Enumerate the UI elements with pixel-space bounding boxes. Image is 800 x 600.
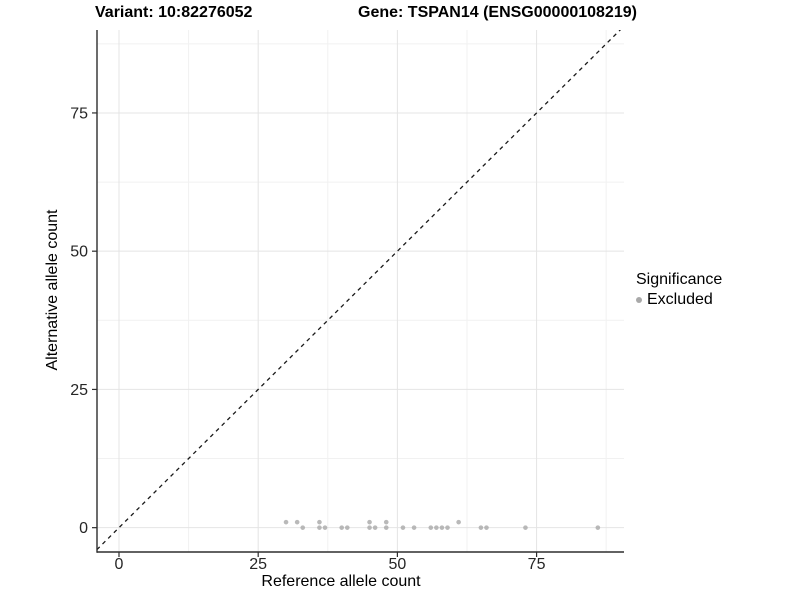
plot-title-variant: Variant: 10:82276052 [95, 4, 253, 21]
data-point [372, 525, 378, 530]
y-axis-label: Alternative allele count [44, 209, 61, 371]
data-point [445, 525, 450, 530]
data-point [428, 525, 434, 530]
data-point [456, 519, 461, 525]
y-tick-label: 25 [70, 382, 88, 399]
legend-title: Significance [636, 271, 723, 288]
y-tick-label: 0 [79, 520, 88, 537]
legend-item-excluded: Excluded [636, 291, 722, 309]
y-tick-label: 50 [70, 244, 88, 261]
x-tick-label: 50 [388, 556, 406, 573]
data-point [439, 525, 445, 530]
excluded-point-icon [636, 297, 642, 303]
data-point [317, 525, 322, 530]
plot-title-gene: Gene: TSPAN14 (ENSG00000108219) [358, 4, 637, 21]
data-point [300, 525, 306, 530]
y-tick-label: 75 [70, 105, 88, 122]
data-point [367, 519, 372, 525]
data-point [317, 519, 322, 525]
data-point [434, 525, 439, 530]
data-point [411, 525, 417, 530]
x-tick-label: 25 [249, 556, 267, 573]
data-point [283, 519, 289, 525]
data-point [400, 525, 406, 530]
data-point [595, 525, 601, 530]
data-point [478, 525, 484, 530]
legend: Significance Excluded [636, 270, 722, 309]
legend-item-label: Excluded [647, 291, 713, 308]
data-point [523, 525, 528, 530]
data-point [484, 525, 489, 530]
identity-line [97, 30, 622, 551]
data-point [339, 525, 345, 530]
x-axis-label: Reference allele count [261, 573, 421, 590]
x-tick-label: 75 [528, 556, 546, 573]
data-point [322, 525, 328, 530]
data-point [383, 525, 389, 530]
data-point [344, 525, 350, 530]
data-point [383, 519, 389, 525]
x-tick-label: 0 [115, 556, 124, 573]
data-point [294, 519, 300, 525]
data-point [367, 525, 372, 530]
